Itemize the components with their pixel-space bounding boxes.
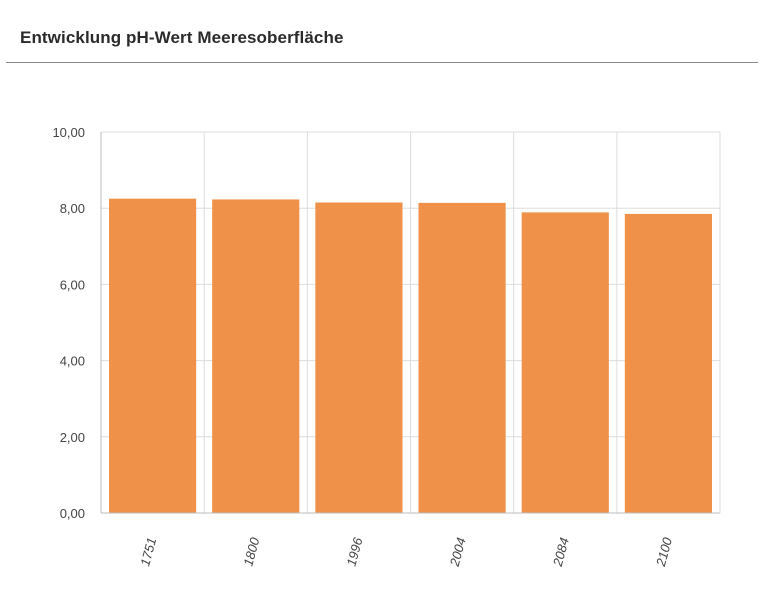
y-tick-label: 8,00: [60, 201, 85, 216]
bars: [109, 198, 712, 514]
bar-1800: [212, 199, 300, 513]
y-tick-label: 10,00: [52, 125, 85, 140]
axis-labels: 0,00 2,00 4,00 6,00 8,00 10,00 1751 1800 1996 200…: [52, 125, 675, 569]
bar-2100: [624, 213, 712, 514]
bar-2004: [418, 202, 506, 513]
y-tick-label: 6,00: [60, 277, 85, 292]
bar-2084: [521, 212, 609, 514]
bar-1751: [109, 198, 197, 514]
title-divider: [6, 62, 758, 63]
bar-1996: [315, 202, 403, 514]
x-tick-label: 2004: [446, 536, 468, 569]
y-tick-label: 0,00: [60, 506, 85, 521]
chart-title: Entwicklung pH-Wert Meeresoberfläche: [20, 28, 344, 47]
x-tick-label: 2084: [550, 536, 572, 569]
grid-lines: [100, 131, 721, 514]
y-tick-label: 4,00: [60, 354, 85, 369]
x-tick-label: 1751: [137, 536, 159, 568]
x-tick-label: 2100: [653, 535, 675, 569]
axes: [100, 132, 720, 514]
y-tick-label: 2,00: [60, 430, 85, 445]
x-tick-label: 1996: [344, 535, 366, 568]
x-tick-label: 1800: [240, 535, 262, 568]
